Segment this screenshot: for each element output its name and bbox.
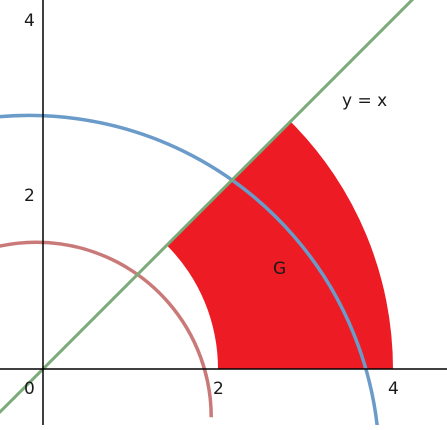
x-tick-label-2: 2 (213, 379, 224, 399)
y-tick-label-4: 4 (24, 11, 35, 31)
line-label: y = x (342, 91, 387, 111)
region-label: G (273, 259, 286, 279)
x-tick-label-4: 4 (388, 379, 399, 399)
y-tick-label-2: 2 (24, 186, 35, 206)
x-tick-label-0: 0 (24, 379, 35, 399)
outer-circle-r4 (0, 113, 380, 430)
region-g (166, 121, 393, 369)
line-y-equals-x (0, 0, 415, 414)
inner-circle-r2 (0, 240, 213, 418)
